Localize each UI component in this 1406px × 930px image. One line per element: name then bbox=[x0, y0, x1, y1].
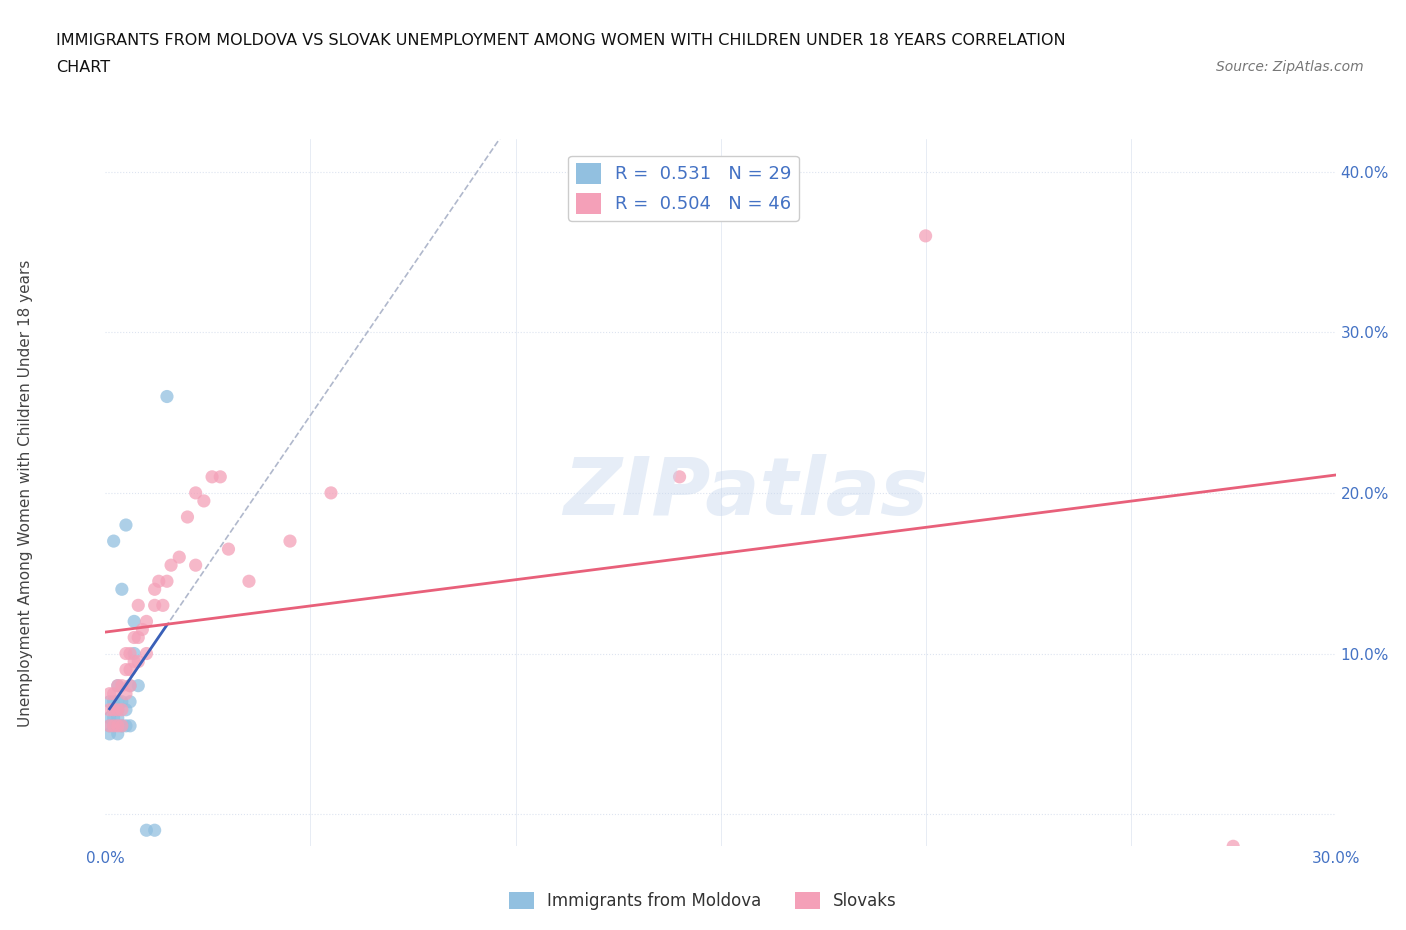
Text: IMMIGRANTS FROM MOLDOVA VS SLOVAK UNEMPLOYMENT AMONG WOMEN WITH CHILDREN UNDER 1: IMMIGRANTS FROM MOLDOVA VS SLOVAK UNEMPL… bbox=[56, 33, 1066, 47]
Point bbox=[176, 510, 198, 525]
Point bbox=[103, 702, 125, 717]
Point bbox=[148, 574, 170, 589]
Point bbox=[103, 702, 125, 717]
Point bbox=[193, 494, 215, 509]
Point bbox=[278, 534, 301, 549]
Point bbox=[238, 574, 260, 589]
Point bbox=[127, 654, 149, 669]
Point bbox=[98, 711, 121, 725]
Text: Unemployment Among Women with Children Under 18 years: Unemployment Among Women with Children U… bbox=[18, 259, 32, 726]
Point bbox=[218, 541, 240, 556]
Point bbox=[120, 718, 141, 733]
Point bbox=[169, 550, 191, 565]
Point bbox=[115, 646, 138, 661]
Point bbox=[107, 711, 129, 725]
Point bbox=[98, 695, 121, 710]
Point bbox=[201, 470, 224, 485]
Point bbox=[111, 718, 134, 733]
Point bbox=[103, 711, 125, 725]
Point bbox=[107, 678, 129, 693]
Point bbox=[122, 614, 145, 629]
Point bbox=[111, 678, 134, 693]
Point bbox=[98, 686, 121, 701]
Point bbox=[156, 574, 179, 589]
Point bbox=[111, 718, 134, 733]
Point bbox=[107, 702, 129, 717]
Point bbox=[111, 695, 134, 710]
Text: CHART: CHART bbox=[56, 60, 110, 75]
Point bbox=[107, 702, 129, 717]
Point bbox=[143, 582, 166, 597]
Point bbox=[135, 614, 157, 629]
Point bbox=[152, 598, 174, 613]
Point bbox=[98, 718, 121, 733]
Point bbox=[98, 702, 121, 717]
Point bbox=[98, 726, 121, 741]
Point bbox=[668, 470, 690, 485]
Point bbox=[135, 823, 157, 838]
Point bbox=[1222, 839, 1244, 854]
Point bbox=[111, 582, 134, 597]
Point bbox=[122, 646, 145, 661]
Legend: R =  0.531   N = 29, R =  0.504   N = 46: R = 0.531 N = 29, R = 0.504 N = 46 bbox=[568, 155, 799, 220]
Point bbox=[115, 686, 138, 701]
Point bbox=[184, 558, 207, 573]
Point bbox=[107, 678, 129, 693]
Point bbox=[115, 718, 138, 733]
Point bbox=[135, 646, 157, 661]
Point bbox=[127, 598, 149, 613]
Point bbox=[319, 485, 342, 500]
Point bbox=[107, 718, 129, 733]
Point bbox=[160, 558, 183, 573]
Point bbox=[131, 622, 153, 637]
Point bbox=[103, 534, 125, 549]
Point bbox=[103, 718, 125, 733]
Point bbox=[156, 389, 179, 404]
Point bbox=[120, 646, 141, 661]
Point bbox=[184, 485, 207, 500]
Point bbox=[103, 686, 125, 701]
Point bbox=[98, 718, 121, 733]
Point bbox=[107, 726, 129, 741]
Text: Source: ZipAtlas.com: Source: ZipAtlas.com bbox=[1216, 60, 1364, 74]
Legend: Immigrants from Moldova, Slovaks: Immigrants from Moldova, Slovaks bbox=[502, 885, 904, 917]
Point bbox=[209, 470, 232, 485]
Point bbox=[122, 654, 145, 669]
Point bbox=[120, 662, 141, 677]
Point bbox=[127, 630, 149, 644]
Point bbox=[103, 695, 125, 710]
Point bbox=[103, 718, 125, 733]
Point bbox=[122, 630, 145, 644]
Point bbox=[115, 702, 138, 717]
Point bbox=[120, 695, 141, 710]
Text: ZIPatlas: ZIPatlas bbox=[562, 454, 928, 532]
Point bbox=[107, 695, 129, 710]
Point bbox=[115, 518, 138, 533]
Point bbox=[115, 662, 138, 677]
Point bbox=[914, 229, 936, 244]
Point bbox=[143, 598, 166, 613]
Point bbox=[120, 678, 141, 693]
Point bbox=[143, 823, 166, 838]
Point bbox=[111, 702, 134, 717]
Point bbox=[127, 678, 149, 693]
Point bbox=[120, 678, 141, 693]
